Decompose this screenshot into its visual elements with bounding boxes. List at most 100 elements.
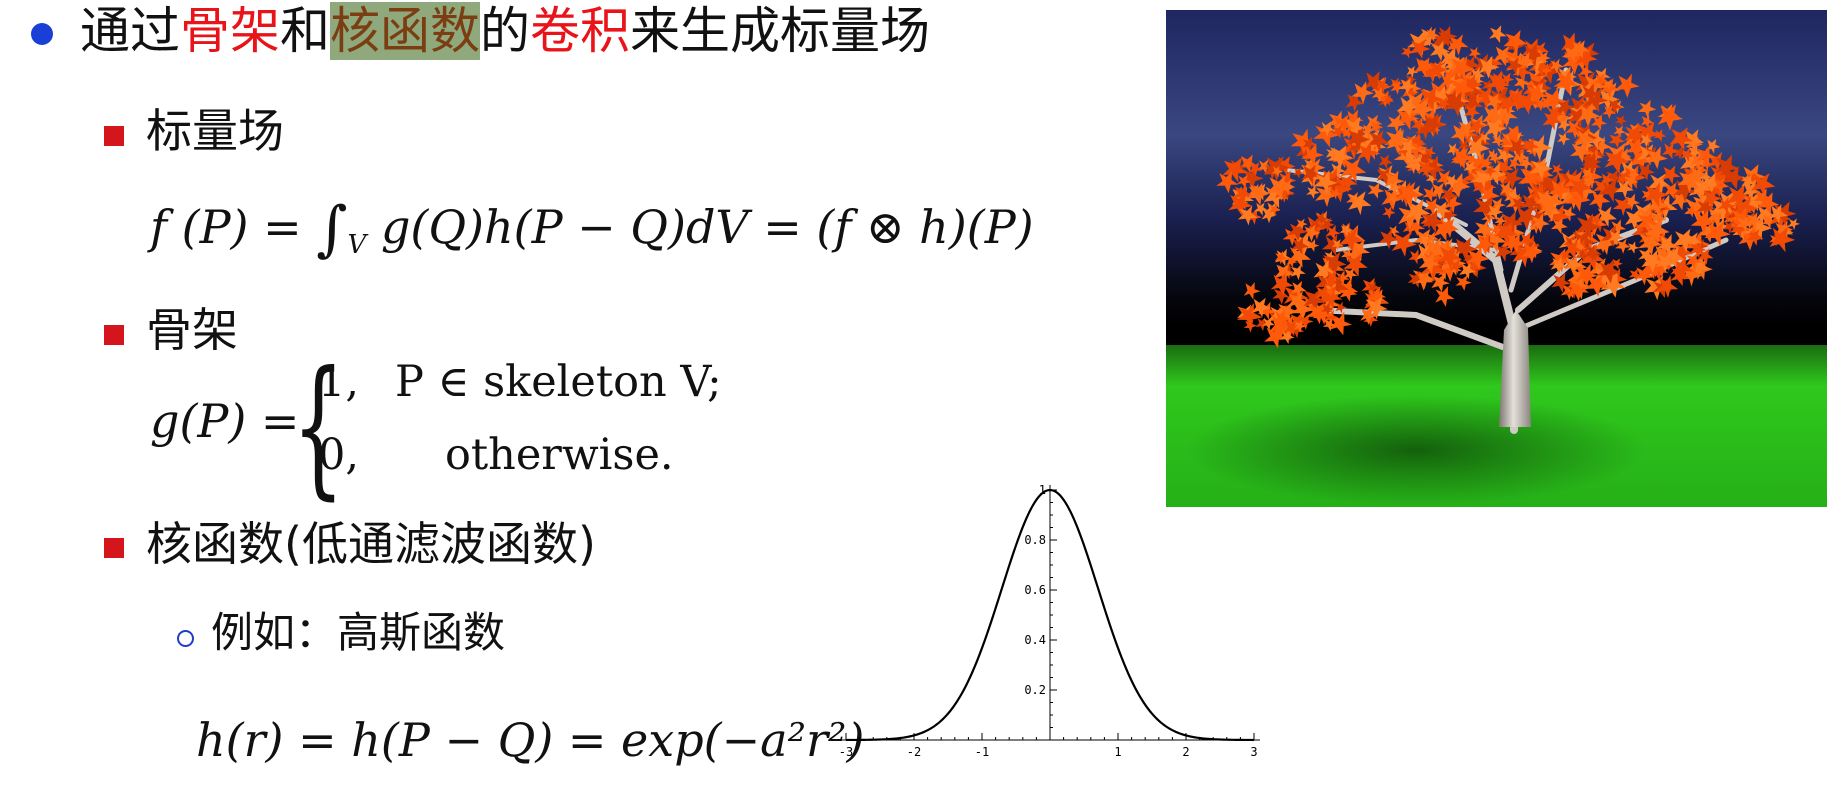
leaf xyxy=(1730,207,1755,232)
leaf xyxy=(1243,282,1261,300)
leaf xyxy=(1266,175,1293,201)
leaf xyxy=(1506,125,1521,140)
leaf xyxy=(1322,317,1336,332)
leaf xyxy=(1437,244,1463,270)
leaf xyxy=(1582,211,1607,236)
leaf xyxy=(1473,196,1499,221)
leaf xyxy=(1525,69,1548,92)
leaf xyxy=(1498,225,1517,244)
leaf xyxy=(1769,226,1796,253)
tree-image xyxy=(1166,10,1827,507)
leaf xyxy=(1287,221,1308,242)
leaf xyxy=(1286,256,1298,268)
foliage xyxy=(1216,25,1800,349)
leaf xyxy=(1425,27,1440,42)
leaf xyxy=(1443,91,1470,118)
leaf xyxy=(1455,241,1467,253)
leaf xyxy=(1637,99,1657,118)
leaf xyxy=(1282,226,1302,246)
integral-sub: V xyxy=(347,230,367,261)
leaf xyxy=(1575,263,1599,288)
leaf xyxy=(1684,195,1711,222)
leaf xyxy=(1645,146,1668,170)
leaf xyxy=(1499,135,1514,150)
leaf xyxy=(1505,57,1524,75)
leaf xyxy=(1696,145,1717,167)
leaf xyxy=(1261,206,1277,224)
leaf xyxy=(1581,74,1607,98)
leaf xyxy=(1592,263,1618,290)
x-tick-label: -2 xyxy=(907,745,921,759)
leaf xyxy=(1490,221,1505,237)
leaf xyxy=(1514,205,1540,231)
leaf xyxy=(1375,78,1391,94)
leaf xyxy=(1406,65,1419,78)
leaf xyxy=(1382,205,1396,220)
leaf xyxy=(1746,229,1764,246)
leaf xyxy=(1399,137,1418,157)
leaf xyxy=(1735,215,1754,233)
leaf xyxy=(1216,171,1239,194)
leaf xyxy=(1287,291,1308,312)
leaf xyxy=(1491,72,1507,88)
leaf xyxy=(1535,189,1556,210)
title-part: 通过 xyxy=(80,2,180,60)
leaf xyxy=(1447,143,1460,157)
leaf xyxy=(1709,163,1734,189)
case2-value: 0, xyxy=(318,430,360,480)
leaf xyxy=(1472,168,1494,189)
leaf xyxy=(1638,231,1663,256)
leaf xyxy=(1746,172,1759,185)
leaf xyxy=(1503,130,1525,152)
leaf xyxy=(1481,227,1508,253)
leaf xyxy=(1521,42,1546,67)
leaf xyxy=(1404,156,1422,174)
leaf xyxy=(1408,249,1424,265)
leaf xyxy=(1627,241,1640,254)
leaf xyxy=(1624,123,1647,147)
leaf xyxy=(1507,88,1529,110)
leaf xyxy=(1629,268,1642,281)
leaf xyxy=(1264,162,1282,180)
leaf xyxy=(1432,201,1452,220)
leaf xyxy=(1670,190,1692,211)
leaf xyxy=(1520,240,1543,264)
leaf xyxy=(1602,104,1617,119)
leaf xyxy=(1615,73,1640,98)
leaf xyxy=(1411,118,1426,133)
leaf xyxy=(1398,77,1416,95)
leaf xyxy=(1251,297,1271,318)
leaf xyxy=(1722,220,1737,234)
leaf xyxy=(1236,303,1263,329)
leaf xyxy=(1730,220,1749,238)
leaf xyxy=(1518,51,1535,70)
leaf xyxy=(1370,120,1384,134)
leaf xyxy=(1315,211,1328,226)
leaf xyxy=(1717,197,1735,214)
leaf xyxy=(1591,114,1608,131)
leaf xyxy=(1364,296,1388,320)
leaf xyxy=(1268,314,1293,339)
leaf xyxy=(1661,165,1681,185)
leaf xyxy=(1741,174,1756,190)
leaf xyxy=(1388,225,1400,238)
leaf xyxy=(1565,119,1585,139)
leaf xyxy=(1384,170,1405,192)
leaf xyxy=(1320,217,1335,233)
y-tick-label: 0.8 xyxy=(1024,533,1046,547)
leaf xyxy=(1324,250,1336,263)
leaf xyxy=(1624,209,1646,230)
leaf xyxy=(1395,181,1422,208)
leaf xyxy=(1422,209,1445,233)
leaf xyxy=(1606,98,1623,115)
leaf xyxy=(1657,104,1683,131)
leaf xyxy=(1663,182,1682,200)
leaf xyxy=(1598,177,1624,203)
x-tick-label: -1 xyxy=(975,745,989,759)
leaf xyxy=(1291,280,1307,298)
leaf xyxy=(1563,235,1578,250)
leaf xyxy=(1343,253,1368,277)
leaf xyxy=(1577,102,1601,128)
leaf xyxy=(1582,152,1602,172)
leaf xyxy=(1412,135,1425,148)
